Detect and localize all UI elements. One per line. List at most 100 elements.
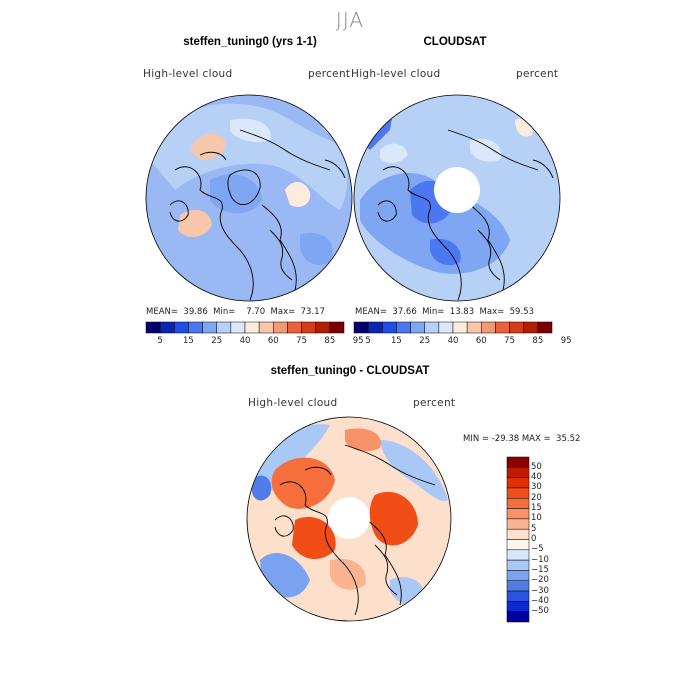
- panel2-colorbar-swatch-0: [353, 321, 369, 334]
- panel3-colorbar-tick-label: 30: [531, 482, 542, 493]
- panel3-coastline-hudson: [274, 515, 294, 537]
- panel3-max-label: MAX =: [521, 434, 551, 444]
- panel1-colorbar-swatch-9: [273, 321, 288, 334]
- panel3-min-value: -29.38: [491, 434, 520, 444]
- panel2-units-label: percent: [516, 68, 559, 80]
- panel2-coastline-siberia: [447, 129, 539, 171]
- panel2-map-border: [353, 94, 561, 302]
- panel3-negative-region-ne: [380, 440, 448, 501]
- panel1-colorbar-swatch-7: [244, 321, 260, 334]
- panel2-low-region-ring: [360, 173, 510, 274]
- panel3-colorbar-tick-label: 5: [531, 523, 537, 534]
- panel1-low-region-se: [300, 233, 333, 265]
- panel1-colorbar-tick-label: 85: [324, 336, 336, 346]
- panel2-colorbar-tick-label: 40: [447, 336, 459, 346]
- panel1-colorbar-tick-label: 60: [267, 336, 279, 346]
- panel3-positive-region-siberia: [369, 491, 418, 546]
- figure-season-title: JJA: [335, 8, 365, 32]
- panel3-positive-region-south: [330, 558, 366, 590]
- panel2-colorbar: [353, 321, 553, 334]
- panel3-negative-region-nw: [250, 424, 330, 496]
- panel1-colorbar-swatch-12: [315, 321, 331, 334]
- panel1-colorbar-swatch-13: [329, 321, 345, 334]
- panel1-colorbar-swatch-8: [258, 321, 274, 334]
- panel2-colorbar-tick-label: 75: [504, 336, 515, 346]
- panel3-colorbar-tick-label: −30: [531, 585, 549, 596]
- panel3-colorbar-tick-label: −15: [531, 564, 549, 575]
- panel3-stats: MIN = -29.38 MAX = 35.52: [463, 434, 580, 444]
- panel3-colorbar-tick-label: 40: [531, 472, 542, 483]
- panel1-coastline-kamchatka: [324, 159, 346, 179]
- panel1-coastlines: [169, 129, 346, 301]
- panel1-stats: MEAN= 39.86 Min= 7.70 Max= 73.17: [146, 307, 325, 317]
- panel1-title: steffen_tuning0 (yrs 1-1): [183, 36, 317, 48]
- panel3-colorbar-tick-label: 15: [531, 503, 542, 514]
- panel2-low-region-europe: [430, 238, 461, 266]
- panel3-title: steffen_tuning0 - CLOUDSAT: [270, 365, 430, 377]
- panel3-colorbar-tick-label: 10: [531, 513, 542, 524]
- panel2-coastline-america: [382, 166, 462, 301]
- panel1-colorbar-swatch-2: [174, 321, 189, 334]
- panel3-map-border: [246, 416, 452, 622]
- panel3-max-value: 35.52: [556, 434, 581, 444]
- panel3-colorbar-tick-label: −5: [531, 544, 544, 555]
- panel3-coastline-america: [279, 481, 359, 616]
- panel1-colorbar-tick-label: 15: [183, 336, 194, 346]
- panel1-mid-region-north: [230, 118, 271, 142]
- panel1-colorbar-swatch-6: [230, 321, 246, 334]
- panel3-coastlines: [274, 444, 436, 616]
- panel3-colorbar-tick-label: −40: [531, 595, 549, 606]
- panel1-colorbar-tick-label: 25: [211, 336, 223, 346]
- panel3-colorbar-tick-label: 50: [531, 461, 542, 472]
- panel1-variable-label: High-level cloud: [143, 68, 233, 80]
- panel3-coastline-alaska: [304, 466, 332, 476]
- panel3-colorbar-tick-label: 20: [531, 492, 542, 503]
- panel3-colorbar-tick-label: −20: [531, 575, 549, 586]
- panel1-mean-label: MEAN=: [146, 307, 178, 317]
- panel2-colorbar-swatch-1: [367, 321, 383, 334]
- panel2-colorbar-tick-label: 15: [391, 336, 402, 346]
- panel2-colorbar-swatch-5: [424, 321, 440, 334]
- panel3-negative-region-nw-core: [252, 475, 272, 501]
- panel2-colorbar-swatch-10: [495, 321, 510, 334]
- panel2-min-label: Min=: [422, 307, 445, 317]
- panel1-coastline-america: [174, 166, 254, 301]
- panel1-colorbar-tick-label: 40: [239, 336, 251, 346]
- panel1-colorbar-tick-label: 75: [296, 336, 307, 346]
- panel3-missing-data-hole: [328, 497, 370, 539]
- panel2-colorbar-tick-label: 5: [365, 336, 371, 346]
- panel2-variable-label: High-level cloud: [351, 68, 441, 80]
- panel3-units-label: percent: [413, 397, 456, 409]
- panel3-map: [247, 417, 451, 621]
- panel2-colorbar-tick-label: 85: [532, 336, 544, 346]
- panel1-colorbar-swatch-3: [188, 321, 203, 334]
- panel1-map-border: [145, 94, 353, 302]
- panel2-colorbar-tick-label: 60: [475, 336, 487, 346]
- panel2-colorbar-tick-label: 25: [419, 336, 431, 346]
- panel1-min-label: Min=: [213, 307, 236, 317]
- panel2-stats: MEAN= 37.66 Min= 13.83 Max= 59.53: [355, 307, 534, 317]
- panel2-coastline-europe: [469, 204, 505, 291]
- panel1-light-region: [150, 103, 348, 210]
- panel3-colorbar-swatch-15: [506, 611, 530, 623]
- panel3-colorbar: [506, 456, 530, 623]
- panel1-colorbar-tick-label: 5: [157, 336, 163, 346]
- panel2-colorbar-tick-label: 95: [560, 336, 572, 346]
- panel2-mid-region-pacific: [470, 138, 501, 162]
- panel1-coastline-scandinavia: [269, 229, 293, 281]
- panel1-colorbar-swatch-10: [287, 321, 302, 334]
- panel3-positive-region-north: [345, 428, 381, 452]
- panel1-max-value: 73.17: [300, 307, 325, 317]
- panel3-colorbar-tick-label: 0: [531, 534, 537, 544]
- panel2-mid-region-alaska: [380, 143, 408, 163]
- panel3-coastline-siberia: [344, 444, 436, 486]
- panel2-colorbar-swatch-9: [481, 321, 496, 334]
- panel1-coastline-siberia: [239, 129, 331, 171]
- panel2-colorbar-swatch-12: [523, 321, 539, 334]
- panel1-max-label: Max=: [270, 307, 296, 317]
- panel1-coastline-europe: [261, 204, 297, 291]
- panel1-map: [146, 95, 352, 301]
- panel1-coastline-alaska: [199, 151, 227, 161]
- panel2-colorbar-swatch-3: [396, 321, 411, 334]
